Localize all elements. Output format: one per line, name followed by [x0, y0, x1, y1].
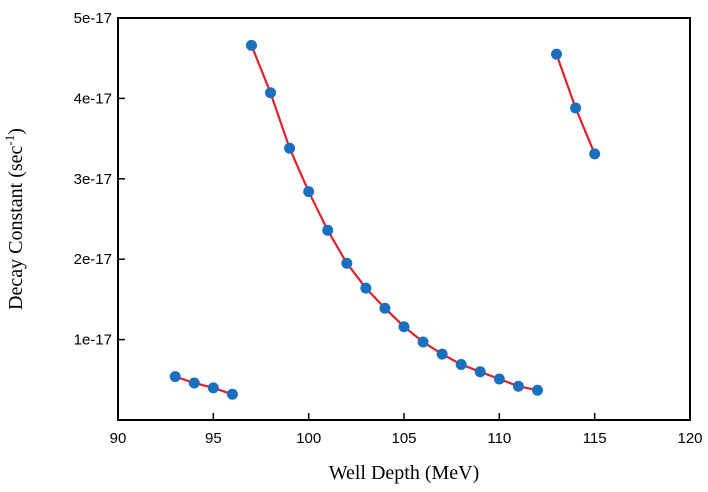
data-point: [570, 102, 582, 114]
data-point: [379, 302, 391, 314]
data-point: [169, 371, 181, 383]
data-point: [265, 87, 277, 99]
y-axis: 1e-17 2e-17 3e-17 4e-17 5e-17: [74, 10, 125, 349]
x-tick-label: 115: [583, 430, 607, 447]
x-tick-label: 105: [391, 430, 416, 447]
data-point: [589, 148, 601, 160]
y-tick-label: 5e-17: [74, 10, 112, 27]
data-point: [474, 366, 486, 378]
y-tick-label: 4e-17: [74, 90, 112, 107]
x-tick-label: 110: [487, 430, 511, 447]
x-tick-label: 90: [110, 430, 127, 447]
x-axis-title: Well Depth (MeV): [329, 462, 480, 484]
y-tick-label: 1e-17: [74, 332, 112, 349]
y-axis-title-suffix: ): [5, 128, 27, 135]
data-point: [341, 257, 353, 269]
data-point: [551, 48, 563, 60]
data-point: [226, 388, 238, 400]
data-point: [493, 373, 505, 385]
data-point: [360, 282, 372, 294]
data-point: [245, 39, 257, 51]
data-point: [436, 348, 448, 360]
data-point: [284, 142, 296, 154]
data-point: [207, 382, 219, 394]
data-point: [417, 336, 429, 348]
data-point: [455, 359, 467, 371]
x-tick-label: 95: [205, 430, 222, 447]
data-point: [512, 380, 524, 392]
series-line-2: [250, 44, 538, 392]
data-point: [188, 377, 200, 389]
plot-area: [117, 17, 691, 421]
data-point: [303, 186, 315, 198]
y-axis-title-superscript: -1: [2, 135, 17, 146]
data-point: [322, 224, 334, 236]
y-axis-title-text: Decay Constant (sec: [5, 145, 27, 310]
x-axis: 90 95 100 105 110 115 120: [110, 413, 703, 447]
x-tick-label: 100: [296, 430, 321, 447]
series-layer: [169, 39, 601, 400]
series-line-1: [174, 375, 233, 396]
data-point: [531, 384, 543, 396]
y-axis-title: Decay Constant (sec-1): [2, 128, 27, 310]
y-tick-label: 3e-17: [74, 171, 112, 188]
data-point: [398, 321, 410, 333]
x-tick-label: 120: [677, 430, 702, 447]
y-tick-label: 2e-17: [74, 251, 112, 268]
